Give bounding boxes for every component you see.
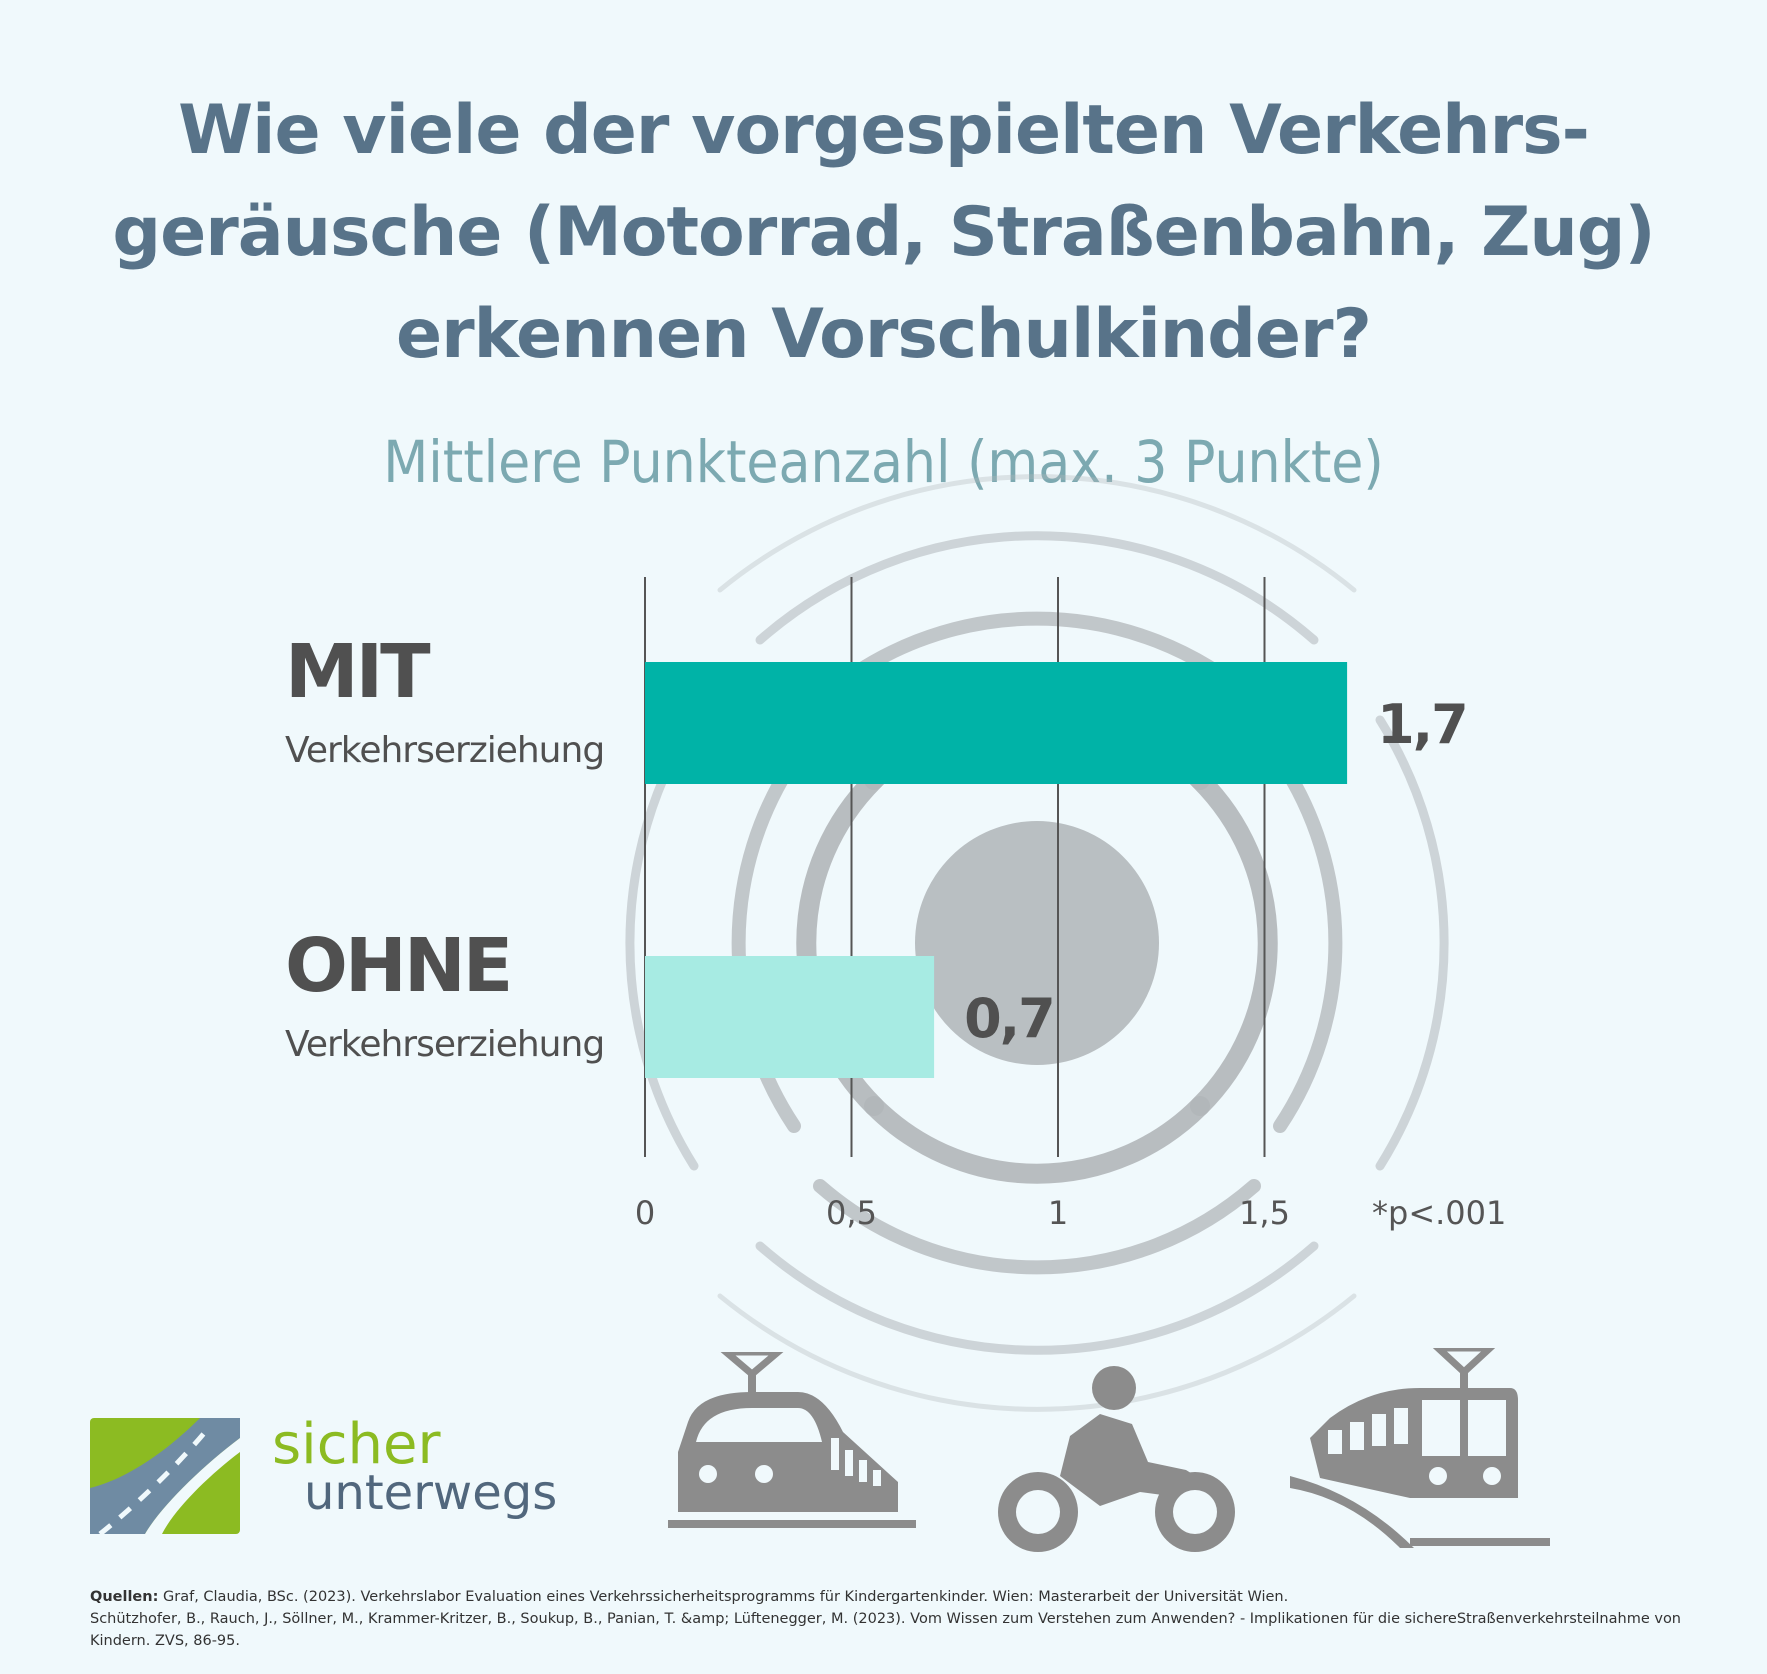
road-logo-icon: [90, 1418, 240, 1534]
logo-word-unterwegs: unterwegs: [304, 1465, 558, 1521]
title-line-2: geräusche (Motorrad, Straßenbahn, Zug): [112, 193, 1655, 272]
x-tick-label: 0: [635, 1194, 655, 1232]
x-tick-label: 1: [1048, 1194, 1068, 1232]
x-tick-label: 1,5: [1239, 1194, 1290, 1232]
tram-icon: [1290, 1348, 1550, 1548]
chart-subtitle: Mittlere Punkteanzahl (max. 3 Punkte): [383, 428, 1384, 496]
significance-note: *p<.001: [1372, 1194, 1506, 1232]
labels: 0 0,5 1 1,5 1,7 MIT Verkehrserziehung 0,7 OHNE Ve…: [285, 629, 1506, 1232]
category-label: OHNE: [285, 923, 510, 1009]
category-label: MIT: [285, 629, 431, 715]
bar-ohne: [645, 956, 935, 1078]
train-icon: [668, 1352, 916, 1528]
sources-label: Quellen:: [90, 1589, 159, 1605]
sicher-unterwegs-logo: sicher unterwegs: [90, 1412, 610, 1538]
category-sublabel: Verkehrserziehung: [285, 730, 604, 771]
sources: Quellen: Graf, Claudia, BSc. (2023). Ver…: [90, 1586, 1730, 1652]
bar-mit: [645, 662, 1348, 784]
sound-waves-icon: [625, 474, 1449, 1412]
source-1-text: Graf, Claudia, BSc. (2023). Verkehrslabo…: [163, 1589, 1289, 1605]
value-label: 0,7: [964, 987, 1054, 1050]
motorcycle-icon: [998, 1366, 1235, 1552]
x-tick-label: 0,5: [826, 1194, 877, 1232]
chart-title: Wie viele der vorgespielten Verkehrs- ge…: [0, 80, 1767, 386]
bars: [645, 662, 1348, 1078]
source-line-1: Quellen: Graf, Claudia, BSc. (2023). Ver…: [90, 1586, 1730, 1608]
title-line-3: erkennen Vorschulkinder?: [396, 295, 1372, 374]
category-sublabel: Verkehrserziehung: [285, 1024, 604, 1065]
title-line-1: Wie viele der vorgespielten Verkehrs-: [178, 91, 1590, 170]
logo-word-sicher: sicher: [272, 1412, 441, 1477]
source-line-2: Schützhofer, B., Rauch, J., Söllner, M.,…: [90, 1611, 1681, 1649]
value-label: 1,7: [1377, 693, 1467, 756]
